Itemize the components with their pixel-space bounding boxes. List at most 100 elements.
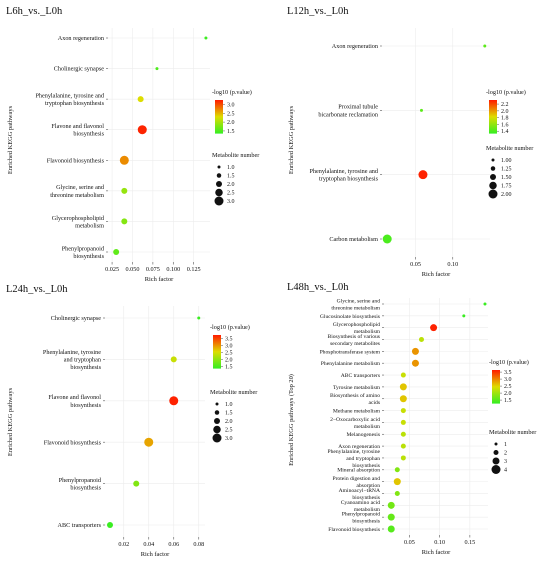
y-category-label: biosynthesis: [70, 364, 101, 371]
color-tick-label: 1.8: [501, 116, 509, 122]
y-category-label: Flavonoid biosynthesis: [47, 157, 105, 164]
y-category-label: Glycerophospholipid: [52, 215, 105, 222]
data-point: [483, 44, 487, 48]
x-tick-label: 0.100: [166, 266, 180, 273]
size-legend-label: 1.5: [225, 411, 233, 417]
size-legend-dot: [214, 196, 224, 206]
x-tick-label: 0.02: [118, 541, 129, 548]
size-legend-label: 1.0: [225, 402, 233, 408]
size-legend-dot: [216, 181, 222, 187]
y-category-label: Biosynthesis of various: [327, 333, 380, 340]
data-point: [169, 396, 179, 406]
y-category-label: Phenylpropanoid: [59, 477, 102, 484]
y-category-label: Cyanoamino acid: [341, 500, 381, 506]
data-point: [144, 437, 154, 447]
data-point: [400, 419, 406, 425]
y-category-label: ABC transporters: [58, 522, 102, 529]
y-category-label: acids: [369, 400, 381, 406]
data-point: [121, 187, 128, 194]
size-legend-label: 1.5: [227, 174, 235, 180]
data-point: [394, 490, 400, 496]
color-legend-title: -log10 (p.value): [212, 89, 252, 96]
size-legend-label: 3: [504, 459, 507, 465]
y-category-label: Glycerophospholipid: [333, 322, 380, 328]
data-point: [393, 478, 401, 486]
panel-title: L48h_vs._L0h: [287, 282, 349, 293]
y-category-label: Phenylalanine, tyrosine: [43, 349, 101, 356]
y-category-label: Phenylalanine, tyrosine and: [35, 93, 104, 100]
data-point: [119, 155, 129, 165]
color-tick-label: 1.5: [225, 365, 233, 371]
y-category-label: Glycine, serine and: [56, 184, 105, 191]
y-axis-label: Enriched KEGG pathways: [7, 387, 14, 456]
y-category-label: Protein digestion and: [332, 476, 380, 482]
x-tick-label: 0.10: [434, 539, 445, 546]
size-legend-label: 2.5: [227, 191, 235, 197]
size-legend-dot: [214, 418, 220, 424]
panel-2: L12h_vs._L0h Enriched KEGG pathways 0.05 0.…: [287, 6, 533, 278]
x-tick-label: 0.08: [193, 541, 204, 548]
color-tick-label: 3.5: [225, 337, 233, 343]
color-tick-label: 2.0: [227, 120, 235, 126]
size-legend-label: 3.0: [227, 199, 235, 205]
y-category-label: Axon regeneration: [58, 35, 104, 42]
size-legend-dot: [492, 457, 500, 465]
data-point: [400, 372, 406, 378]
x-axis-label: Rich factor: [422, 549, 451, 556]
data-point: [399, 395, 407, 403]
y-category-label: Flavone and flavonol: [51, 123, 104, 130]
y-axis-label: Enriched KEGG pathways (Top 20): [288, 374, 295, 466]
color-tick-label: 1.5: [227, 129, 235, 135]
data-point: [170, 356, 177, 363]
y-category-label: absorption: [356, 483, 380, 489]
size-legend-dot: [215, 402, 219, 406]
y-category-label: biosynthesis: [352, 463, 380, 469]
x-tick-label: 0.075: [146, 266, 160, 273]
data-point: [387, 501, 395, 509]
y-category-label: Methane metabolism: [333, 409, 381, 415]
size-legend-label: 2.0: [227, 182, 235, 188]
data-point: [121, 218, 128, 225]
plot-area: [108, 28, 210, 262]
size-legend-dot: [491, 465, 501, 474]
color-tick-label: 2.0: [501, 109, 509, 115]
y-category-label: threonine metabolism: [50, 192, 104, 199]
y-category-label: and tryptophan: [346, 456, 380, 462]
y-category-label: Phenylalanine, tyrosine and: [309, 168, 378, 175]
data-point: [155, 67, 159, 71]
data-point: [400, 431, 406, 437]
y-category-label: tryptophan biosynthesis: [319, 176, 379, 183]
y-axis-label: Enriched KEGG pathways: [288, 105, 295, 174]
y-category-label: biosynthesis: [70, 485, 101, 492]
color-tick-label: 2.0: [504, 391, 512, 397]
y-category-label: Phosphotransferase system: [320, 348, 381, 355]
color-tick-label: 3.0: [227, 102, 235, 108]
color-tick-label: 1.4: [501, 129, 509, 135]
size-legend-dot: [489, 181, 497, 190]
data-point: [483, 302, 487, 306]
y-axis-label: Enriched KEGG pathways: [7, 105, 14, 174]
x-tick-label: 0.125: [187, 266, 201, 273]
panel-3: L24h_vs._L0h Enriched KEGG pathways 0.02 0.…: [6, 284, 257, 558]
size-legend-dot: [488, 189, 498, 199]
y-category-label: Glucosinolate biosynthesis: [320, 314, 380, 320]
y-category-label: metabolism: [354, 507, 381, 513]
data-point: [133, 480, 140, 487]
y-category-label: Axon regeneration: [338, 444, 380, 450]
data-point: [400, 408, 406, 414]
data-point: [411, 359, 419, 367]
plot-area: [105, 306, 205, 537]
size-legend-label: 2.5: [225, 428, 233, 434]
size-legend-title: Metabolite number: [486, 145, 533, 152]
color-legend-title: -log10 (p.value): [489, 359, 529, 366]
color-bar: [213, 335, 221, 369]
y-category-label: Cholinergic synapse: [54, 66, 104, 73]
data-point: [430, 324, 438, 332]
color-tick-label: 1.5: [504, 398, 512, 404]
size-legend-label: 4: [504, 468, 507, 474]
y-category-label: Melanogenesis: [346, 432, 380, 438]
data-point: [107, 522, 113, 528]
y-category-label: 2−Oxocarboxylic acid: [330, 417, 380, 423]
y-category-label: Phenylpropanoid: [342, 512, 380, 518]
x-axis-label: Rich factor: [141, 551, 170, 558]
